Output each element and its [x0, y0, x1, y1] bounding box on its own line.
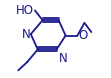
Text: HO: HO [16, 4, 34, 17]
Text: O: O [79, 29, 88, 42]
Text: N: N [22, 28, 31, 41]
Text: N: N [59, 52, 67, 65]
